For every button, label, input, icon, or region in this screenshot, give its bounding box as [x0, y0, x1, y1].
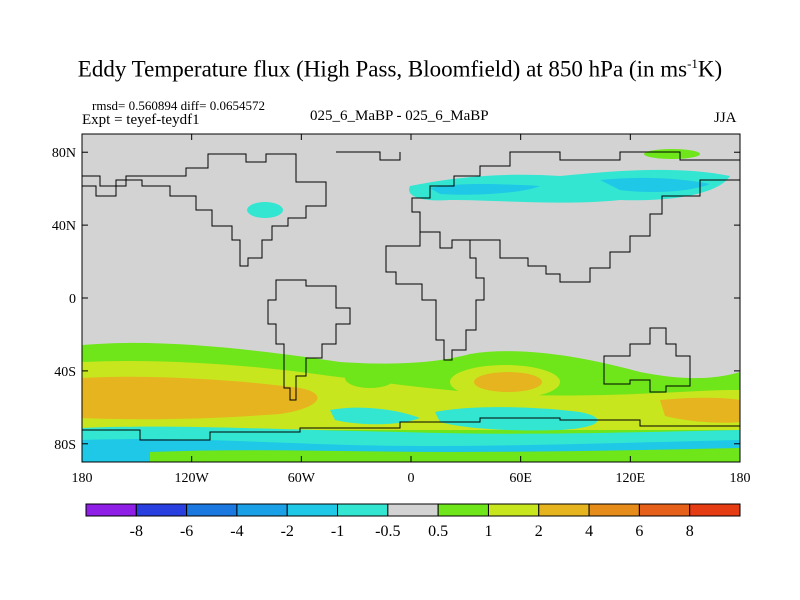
- colorbar-swatch: [85, 503, 137, 517]
- negative-blob-south-atlantic: [435, 407, 598, 431]
- colorbar-label: -6: [180, 523, 193, 540]
- x-tick-label: 60W: [288, 471, 316, 486]
- title-end: K): [697, 56, 723, 82]
- positive-core-indian: [660, 397, 740, 423]
- x-tick-label: 180: [72, 471, 93, 486]
- title-main: Eddy Temperature flux (High Pass, Bloomf…: [77, 56, 688, 82]
- experiment-label: Expt = teyef-teydf1: [82, 112, 200, 128]
- colorbar-label: -0.5: [375, 523, 400, 540]
- coast-africa: [385, 231, 485, 361]
- colorbar-swatch: [638, 503, 691, 517]
- colorbar-swatch: [186, 503, 238, 517]
- coastlines: [82, 151, 740, 441]
- negative-core-northeast: [600, 177, 710, 192]
- axis-ticks: [81, 134, 741, 462]
- colorbar-swatch: [538, 503, 590, 517]
- colorbar-swatch: [135, 503, 188, 517]
- colorbar-label: 2: [535, 523, 543, 540]
- coast-australia: [603, 327, 691, 393]
- negative-patch-north-america: [247, 202, 283, 218]
- y-tick-label: 80S: [54, 438, 76, 453]
- colorbar-swatch: [236, 503, 288, 517]
- colorbar-label: -4: [230, 523, 243, 540]
- coast-greenland: [336, 151, 401, 161]
- positive-edge-antarctic: [150, 448, 740, 462]
- colorbar-label: -1: [331, 523, 344, 540]
- coast-asia-south: [470, 179, 740, 283]
- x-tick-label: 120W: [175, 471, 210, 486]
- coast-antarctica: [82, 417, 740, 441]
- x-tick-label: 120E: [616, 471, 646, 486]
- x-tick-label: 0: [408, 471, 415, 486]
- axis-tick-labels: 180 120W 60W 0 60E 120E 180 80N 40N 0 40S 80S: [52, 146, 751, 486]
- negative-blob-south-pacific: [330, 407, 420, 425]
- negative-core-north: [430, 184, 540, 195]
- map-plot-area: [82, 134, 740, 462]
- coast-north-america: [82, 153, 327, 267]
- y-tick-label: 80N: [52, 146, 76, 161]
- colorbar-swatch: [588, 503, 640, 517]
- colorbar-label: 1: [484, 523, 492, 540]
- x-tick-label: 180: [730, 471, 751, 486]
- positive-patch-arctic: [644, 149, 700, 159]
- y-tick-label: 0: [69, 292, 76, 307]
- title-superscript: -1: [687, 56, 698, 71]
- positive-patch: [345, 368, 395, 388]
- coast-eurasia-north: [411, 151, 740, 232]
- colorbar-label: 8: [686, 523, 694, 540]
- map-title: Eddy Temperature flux (High Pass, Bloomf…: [0, 56, 800, 83]
- y-tick-label: 40N: [52, 219, 76, 234]
- coast-south-america: [267, 279, 351, 401]
- season-label: JJA: [714, 110, 737, 126]
- colorbar-swatch: [487, 503, 540, 517]
- colorbar-label: 0.5: [428, 523, 448, 540]
- colorbar-swatch: [286, 503, 339, 517]
- colorbar-label: -8: [130, 523, 143, 540]
- colorbar-swatch: [387, 503, 439, 517]
- y-tick-label: 40S: [54, 365, 76, 380]
- positive-core-pacific: [82, 376, 318, 420]
- colorbar-label: 6: [635, 523, 643, 540]
- colorbar-swatch: [689, 503, 741, 517]
- x-tick-label: 60E: [509, 471, 532, 486]
- colorbar-swatch: [437, 503, 489, 517]
- colorbar: [85, 503, 741, 517]
- colorbar-label: -2: [281, 523, 294, 540]
- colorbar-labels: -8 -6 -4 -2 -1 -0.5 0.5 1 2 4 6 8: [130, 523, 694, 540]
- colorbar-swatch: [337, 503, 389, 517]
- colorbar-label: 4: [585, 523, 593, 540]
- stats-text: rmsd= 0.560894 diff= 0.0654572: [92, 98, 265, 113]
- positive-core-atlantic: [474, 372, 542, 392]
- runs-label: 025_6_MaBP - 025_6_MaBP: [310, 108, 489, 124]
